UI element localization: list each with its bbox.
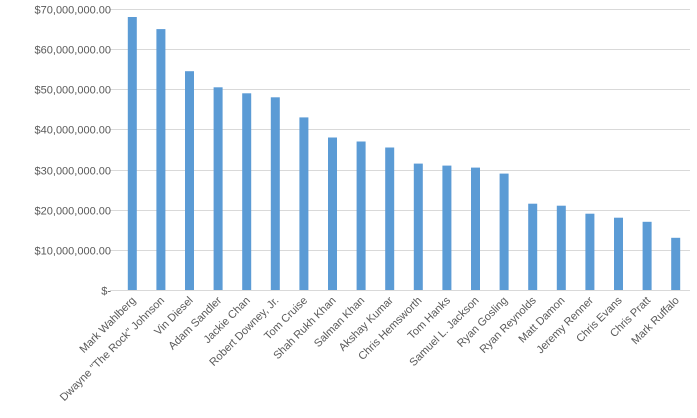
bar <box>156 29 166 290</box>
bar <box>127 17 137 290</box>
y-tick-label: $30,000,000.00 <box>35 166 111 178</box>
bar <box>299 117 309 291</box>
bar <box>614 217 623 290</box>
bars <box>127 17 681 291</box>
bar <box>356 141 366 290</box>
y-tick-label: $10,000,000.00 <box>35 246 111 258</box>
bar <box>270 97 280 290</box>
bar <box>499 173 509 290</box>
y-tick-label: $60,000,000.00 <box>35 45 111 57</box>
bar <box>413 163 423 290</box>
bar <box>556 205 566 290</box>
bar <box>185 71 194 290</box>
bar <box>328 137 337 290</box>
bar <box>213 87 223 290</box>
y-tick-label: $70,000,000.00 <box>35 5 111 17</box>
y-tick-label: $40,000,000.00 <box>35 125 111 137</box>
bar <box>385 147 395 290</box>
bar <box>471 167 480 290</box>
y-axis-tick-labels: $70,000,000.00 $60,000,000.00 $50,000,000.… <box>35 5 112 298</box>
y-tick-label: $20,000,000.00 <box>35 206 111 218</box>
y-tick-label: $- <box>101 286 111 298</box>
bar <box>642 221 652 290</box>
bar <box>585 213 595 290</box>
bar <box>442 165 452 290</box>
bar <box>242 93 252 290</box>
y-tick-label: $50,000,000.00 <box>35 85 111 97</box>
gridlines <box>110 9 690 291</box>
bar <box>528 203 538 290</box>
bar <box>671 237 681 290</box>
